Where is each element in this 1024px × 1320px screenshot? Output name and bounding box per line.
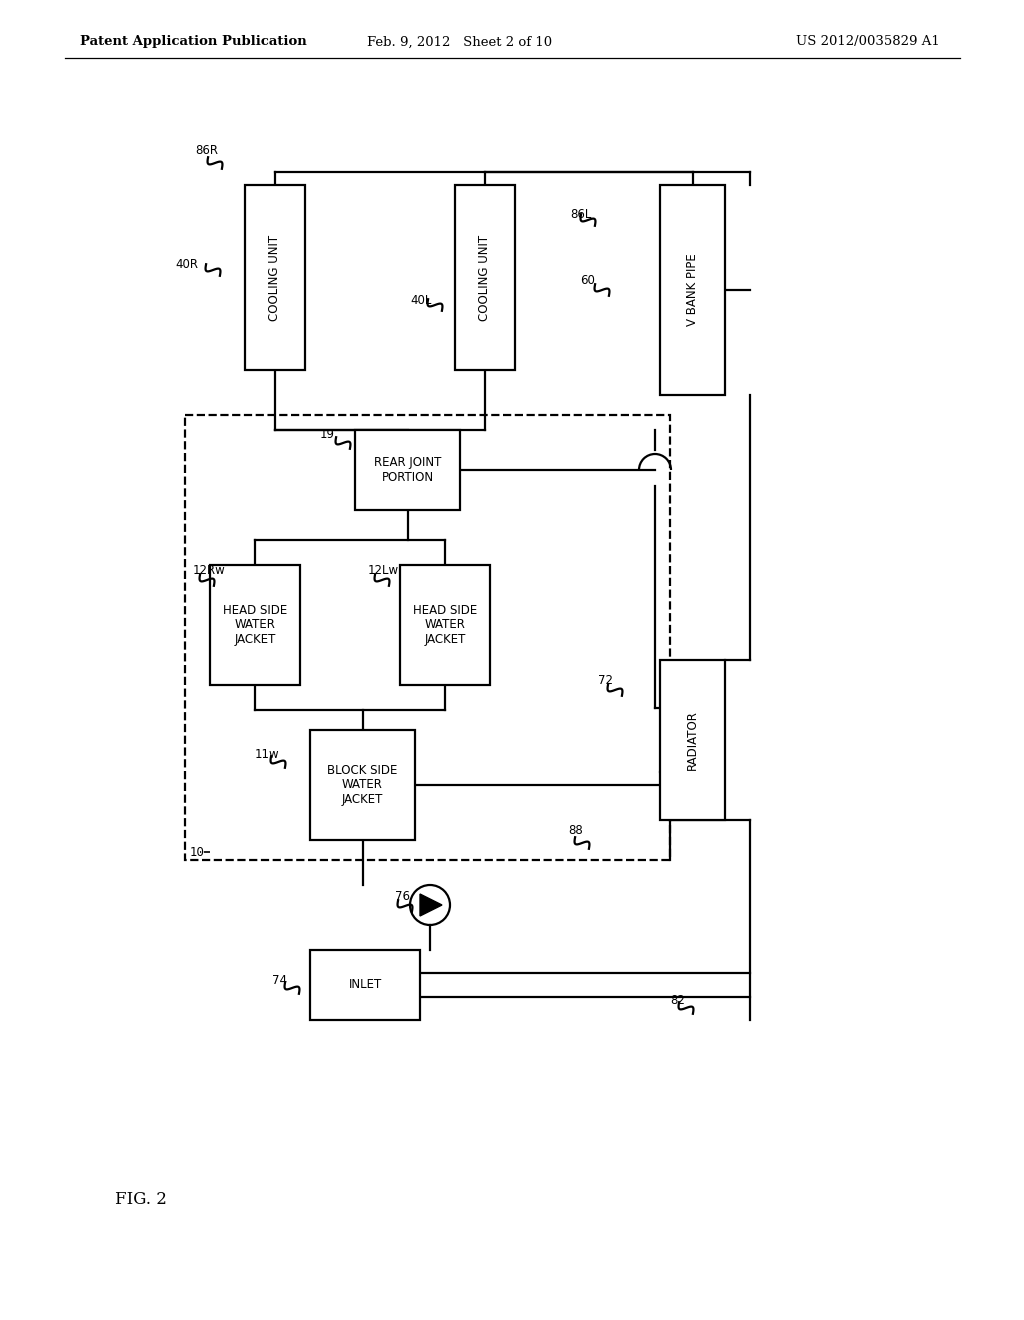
Bar <box>660 660 725 820</box>
Text: US 2012/0035829 A1: US 2012/0035829 A1 <box>797 36 940 49</box>
Bar <box>310 950 420 1020</box>
Text: Feb. 9, 2012   Sheet 2 of 10: Feb. 9, 2012 Sheet 2 of 10 <box>368 36 553 49</box>
Text: 82: 82 <box>670 994 685 1006</box>
Text: V BANK PIPE: V BANK PIPE <box>686 253 699 326</box>
Text: 60: 60 <box>580 273 595 286</box>
Text: 12Rw: 12Rw <box>193 564 225 577</box>
Text: INLET: INLET <box>348 978 382 991</box>
Bar <box>400 565 490 685</box>
Bar <box>455 185 515 370</box>
Text: COOLING UNIT: COOLING UNIT <box>268 235 282 321</box>
Text: 40L: 40L <box>410 293 431 306</box>
Text: 74: 74 <box>272 974 287 986</box>
Text: 11w: 11w <box>255 748 280 762</box>
Bar <box>310 730 415 840</box>
Polygon shape <box>420 894 442 916</box>
Text: COOLING UNIT: COOLING UNIT <box>478 235 492 321</box>
Bar <box>355 430 460 510</box>
Text: REAR JOINT
PORTION: REAR JOINT PORTION <box>374 455 441 484</box>
Text: 86R: 86R <box>195 144 218 157</box>
Text: 12Lw: 12Lw <box>368 564 399 577</box>
Text: HEAD SIDE
WATER
JACKET: HEAD SIDE WATER JACKET <box>413 603 477 647</box>
Text: 40R: 40R <box>175 259 198 272</box>
Text: 72: 72 <box>598 673 613 686</box>
Text: 88: 88 <box>568 824 583 837</box>
Bar <box>660 185 725 395</box>
Text: FIG. 2: FIG. 2 <box>115 1192 167 1209</box>
Text: 19: 19 <box>319 429 335 441</box>
Bar <box>245 185 305 370</box>
Bar <box>210 565 300 685</box>
Text: Patent Application Publication: Patent Application Publication <box>80 36 307 49</box>
Text: BLOCK SIDE
WATER
JACKET: BLOCK SIDE WATER JACKET <box>328 763 397 807</box>
Text: RADIATOR: RADIATOR <box>686 710 699 770</box>
Text: HEAD SIDE
WATER
JACKET: HEAD SIDE WATER JACKET <box>223 603 287 647</box>
Text: 86L: 86L <box>570 209 592 222</box>
Text: 10: 10 <box>190 846 205 858</box>
Bar <box>185 414 670 861</box>
Text: 76: 76 <box>395 890 410 903</box>
